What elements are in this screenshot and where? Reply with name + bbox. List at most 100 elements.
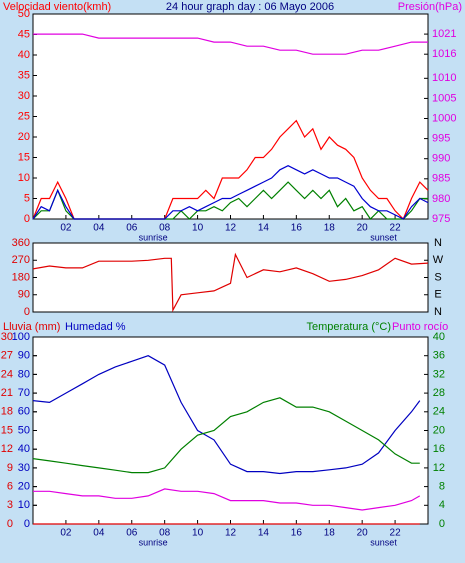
y-tick-label: 1005 [432,92,456,104]
x-tick-label: 16 [291,528,303,539]
legend-label: Humedad % [65,321,126,333]
y-tick-label: 1010 [432,72,456,84]
x-tick-label: 22 [390,223,402,234]
y-tick-label: 0 [24,306,30,318]
x-tick-label: 18 [324,528,336,539]
y-tick-label: N [434,306,442,318]
y-tick-label: 70 [18,387,30,399]
y-tick-label: 1000 [432,112,456,124]
y-tick-label: 15 [1,424,13,436]
y-tick-label: 8 [439,481,445,493]
y-tick-label: 20 [433,424,445,436]
y-tick-label: 16 [433,443,445,455]
x-tick-label: 20 [357,528,369,539]
y-tick-label: 9 [7,462,13,474]
y-tick-label: N [434,237,442,249]
y-tick-label: 1016 [432,48,456,60]
annotation: sunrise [139,537,168,547]
y-tick-label: 45 [18,28,30,40]
x-tick-label: 04 [93,528,105,539]
y-tick-label: 30 [1,331,13,343]
x-tick-label: 02 [60,528,72,539]
x-tick-label: 08 [159,528,171,539]
y-tick-label: 0 [24,213,30,225]
chart-title: 24 hour graph day : 06 Mayo 2006 [166,1,334,13]
x-tick-label: 12 [225,528,237,539]
series-line [32,397,420,474]
x-tick-label: 10 [192,223,204,234]
y-tick-label: 975 [432,213,450,225]
y-tick-label: 50 [18,8,30,20]
annotation: sunset [370,537,397,547]
x-tick-label: 08 [159,223,171,234]
y-tick-label: 24 [1,368,13,380]
y-tick-label: 10 [18,172,30,184]
y-tick-label: 36 [433,350,445,362]
y-tick-label: 25 [18,110,30,122]
y-tick-label: 30 [18,462,30,474]
y-tick-label: 90 [18,289,30,301]
x-tick-label: 10 [192,528,204,539]
legend-label: Lluvia (mm) [3,321,60,333]
x-tick-label: 14 [258,528,270,539]
y-tick-label: W [433,254,444,266]
x-tick-label: 02 [60,223,72,234]
y-tick-label: 50 [18,424,30,436]
y-tick-label: 30 [18,90,30,102]
y-tick-label: 18 [1,406,13,418]
x-tick-label: 16 [291,223,303,234]
y-tick-label: 6 [7,481,13,493]
y-tick-label: 32 [433,368,445,380]
y-tick-label: 20 [18,481,30,493]
y-tick-label: 1021 [432,28,456,40]
plot-area [32,13,429,220]
y-tick-label: 990 [432,153,450,165]
y-tick-label: 24 [433,406,445,418]
y-tick-label: 270 [12,254,30,266]
series-line [33,488,421,511]
legend-label: Velocidad viento(kmh) [3,1,111,13]
y-tick-label: 0 [439,518,445,530]
y-tick-label: 40 [18,49,30,61]
x-tick-label: 04 [93,223,105,234]
y-tick-label: 28 [433,387,445,399]
y-tick-label: 12 [1,443,13,455]
y-tick-label: 5 [24,192,30,204]
y-tick-label: 21 [1,387,13,399]
y-tick-label: 3 [7,499,13,511]
y-tick-label: 980 [432,193,450,205]
y-tick-label: 35 [18,69,30,81]
x-tick-label: 14 [258,223,270,234]
y-tick-label: 995 [432,133,450,145]
x-tick-label: 22 [390,528,402,539]
x-tick-label: 18 [324,223,336,234]
annotation: sunrise [139,232,168,242]
series-line [32,355,421,475]
y-tick-label: 12 [433,462,445,474]
annotation: sunset [370,232,397,242]
y-tick-label: 27 [1,350,13,362]
legend-label: Punto rocío [392,321,448,333]
x-tick-label: 06 [126,528,138,539]
y-tick-label: 4 [439,499,445,511]
y-tick-label: E [434,289,441,301]
y-tick-label: 60 [18,406,30,418]
y-tick-label: 985 [432,173,450,185]
y-tick-label: 15 [18,151,30,163]
x-tick-label: 06 [126,223,138,234]
plot-area [32,242,429,313]
y-tick-label: 10 [18,499,30,511]
y-tick-label: 20 [18,131,30,143]
y-tick-label: 80 [18,368,30,380]
x-tick-label: 20 [357,223,369,234]
x-tick-label: 12 [225,223,237,234]
y-tick-label: 360 [12,237,30,249]
y-tick-label: 0 [7,518,13,530]
y-tick-label: 40 [18,443,30,455]
legend-label: Temperatura (°C) [307,321,391,333]
series-line [32,165,429,220]
y-tick-label: S [434,271,441,283]
y-tick-label: 180 [12,271,30,283]
legend-label: Presión(hPa) [398,1,462,13]
